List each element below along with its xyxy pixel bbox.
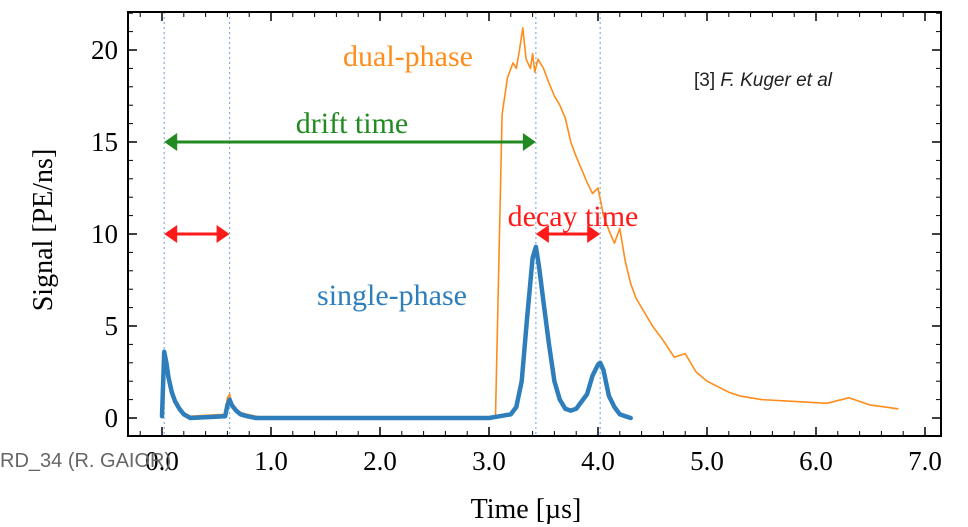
x-axis-label: Time [µs] [471, 494, 582, 525]
x-tick-label: 6.0 [799, 446, 833, 476]
dual-phase-series-line [161, 27, 899, 419]
citation: [3] F. Kuger et al [694, 70, 833, 91]
interval-arrow [535, 225, 601, 243]
x-tick-label: 1.0 [254, 446, 288, 476]
decay-time-annotation: decay time [508, 200, 639, 233]
x-tick-label: 3.0 [472, 446, 506, 476]
arrow-head-left [535, 225, 549, 243]
arrow-head-right [522, 133, 536, 151]
arrow-head-right [216, 225, 230, 243]
drift-time-annotation: drift time [296, 107, 408, 140]
axis-ticks: 0.0 1.0 2.0 3.0 4.0 5.0 6.0 7.0 0 5 10 15 20 [91, 12, 942, 476]
single-phase-annotation: single-phase [317, 279, 467, 312]
y-tick-label: 15 [91, 127, 118, 157]
dual-phase-annotation: dual-phase [343, 40, 473, 73]
interval-arrow [164, 133, 536, 151]
y-tick-label: 5 [105, 311, 119, 341]
x-tick-label: 4.0 [581, 446, 615, 476]
interval-arrow [164, 225, 230, 243]
x-tick-label: 5.0 [690, 446, 724, 476]
arrow-head-right [587, 225, 601, 243]
single-phase-series-line [159, 244, 633, 421]
x-tick-label: 7.0 [908, 446, 942, 476]
arrow-head-left [164, 225, 178, 243]
y-tick-label: 0 [105, 403, 119, 433]
plot-frame [127, 11, 942, 437]
x-tick-label: 2.0 [363, 446, 397, 476]
citation-prefix: [3] [694, 70, 720, 91]
interval-arrows [164, 133, 601, 243]
x-tick-label: 0.0 [145, 446, 179, 476]
arrow-head-left [164, 133, 178, 151]
y-tick-label: 10 [91, 219, 118, 249]
y-axis-label: Signal [PE/ns] [28, 149, 59, 312]
footer-label: RD_34 (R. GAIOR) [0, 450, 172, 472]
citation-authors: F. Kuger et al [720, 70, 832, 91]
series-lines [159, 27, 899, 421]
vertical-marker-lines [163, 12, 601, 436]
y-tick-label: 20 [91, 35, 118, 65]
